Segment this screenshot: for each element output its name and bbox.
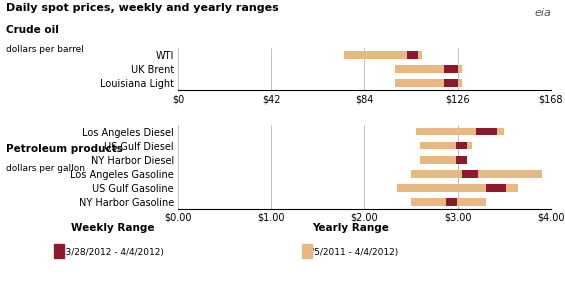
Text: Daily spot prices, weekly and yearly ranges: Daily spot prices, weekly and yearly ran…: [6, 3, 279, 13]
Bar: [456, 142, 467, 149]
Bar: [462, 170, 478, 177]
Text: Weekly Range: Weekly Range: [71, 223, 155, 233]
Bar: [444, 79, 458, 87]
Bar: [302, 244, 312, 258]
Text: eia: eia: [534, 8, 551, 18]
Text: Yearly Range: Yearly Range: [312, 223, 389, 233]
Bar: [416, 128, 504, 135]
Bar: [444, 65, 458, 73]
Bar: [411, 170, 541, 177]
Bar: [446, 198, 457, 206]
Bar: [411, 198, 485, 206]
Bar: [456, 156, 467, 164]
Text: (3/28/2012 - 4/4/2012): (3/28/2012 - 4/4/2012): [62, 248, 164, 257]
Bar: [397, 184, 518, 191]
Bar: [345, 51, 422, 59]
Text: (4/5/2011 - 4/4/2012): (4/5/2011 - 4/4/2012): [302, 248, 398, 257]
Text: Crude oil: Crude oil: [6, 25, 59, 35]
Bar: [396, 79, 462, 87]
Bar: [476, 128, 497, 135]
Text: Petroleum products: Petroleum products: [6, 144, 123, 154]
Bar: [485, 184, 506, 191]
Bar: [420, 156, 467, 164]
Bar: [54, 244, 64, 258]
Text: dollars per barrel: dollars per barrel: [6, 45, 84, 54]
Bar: [420, 142, 472, 149]
Text: dollars per gallon: dollars per gallon: [6, 164, 85, 173]
Bar: [407, 51, 418, 59]
Bar: [396, 65, 462, 73]
